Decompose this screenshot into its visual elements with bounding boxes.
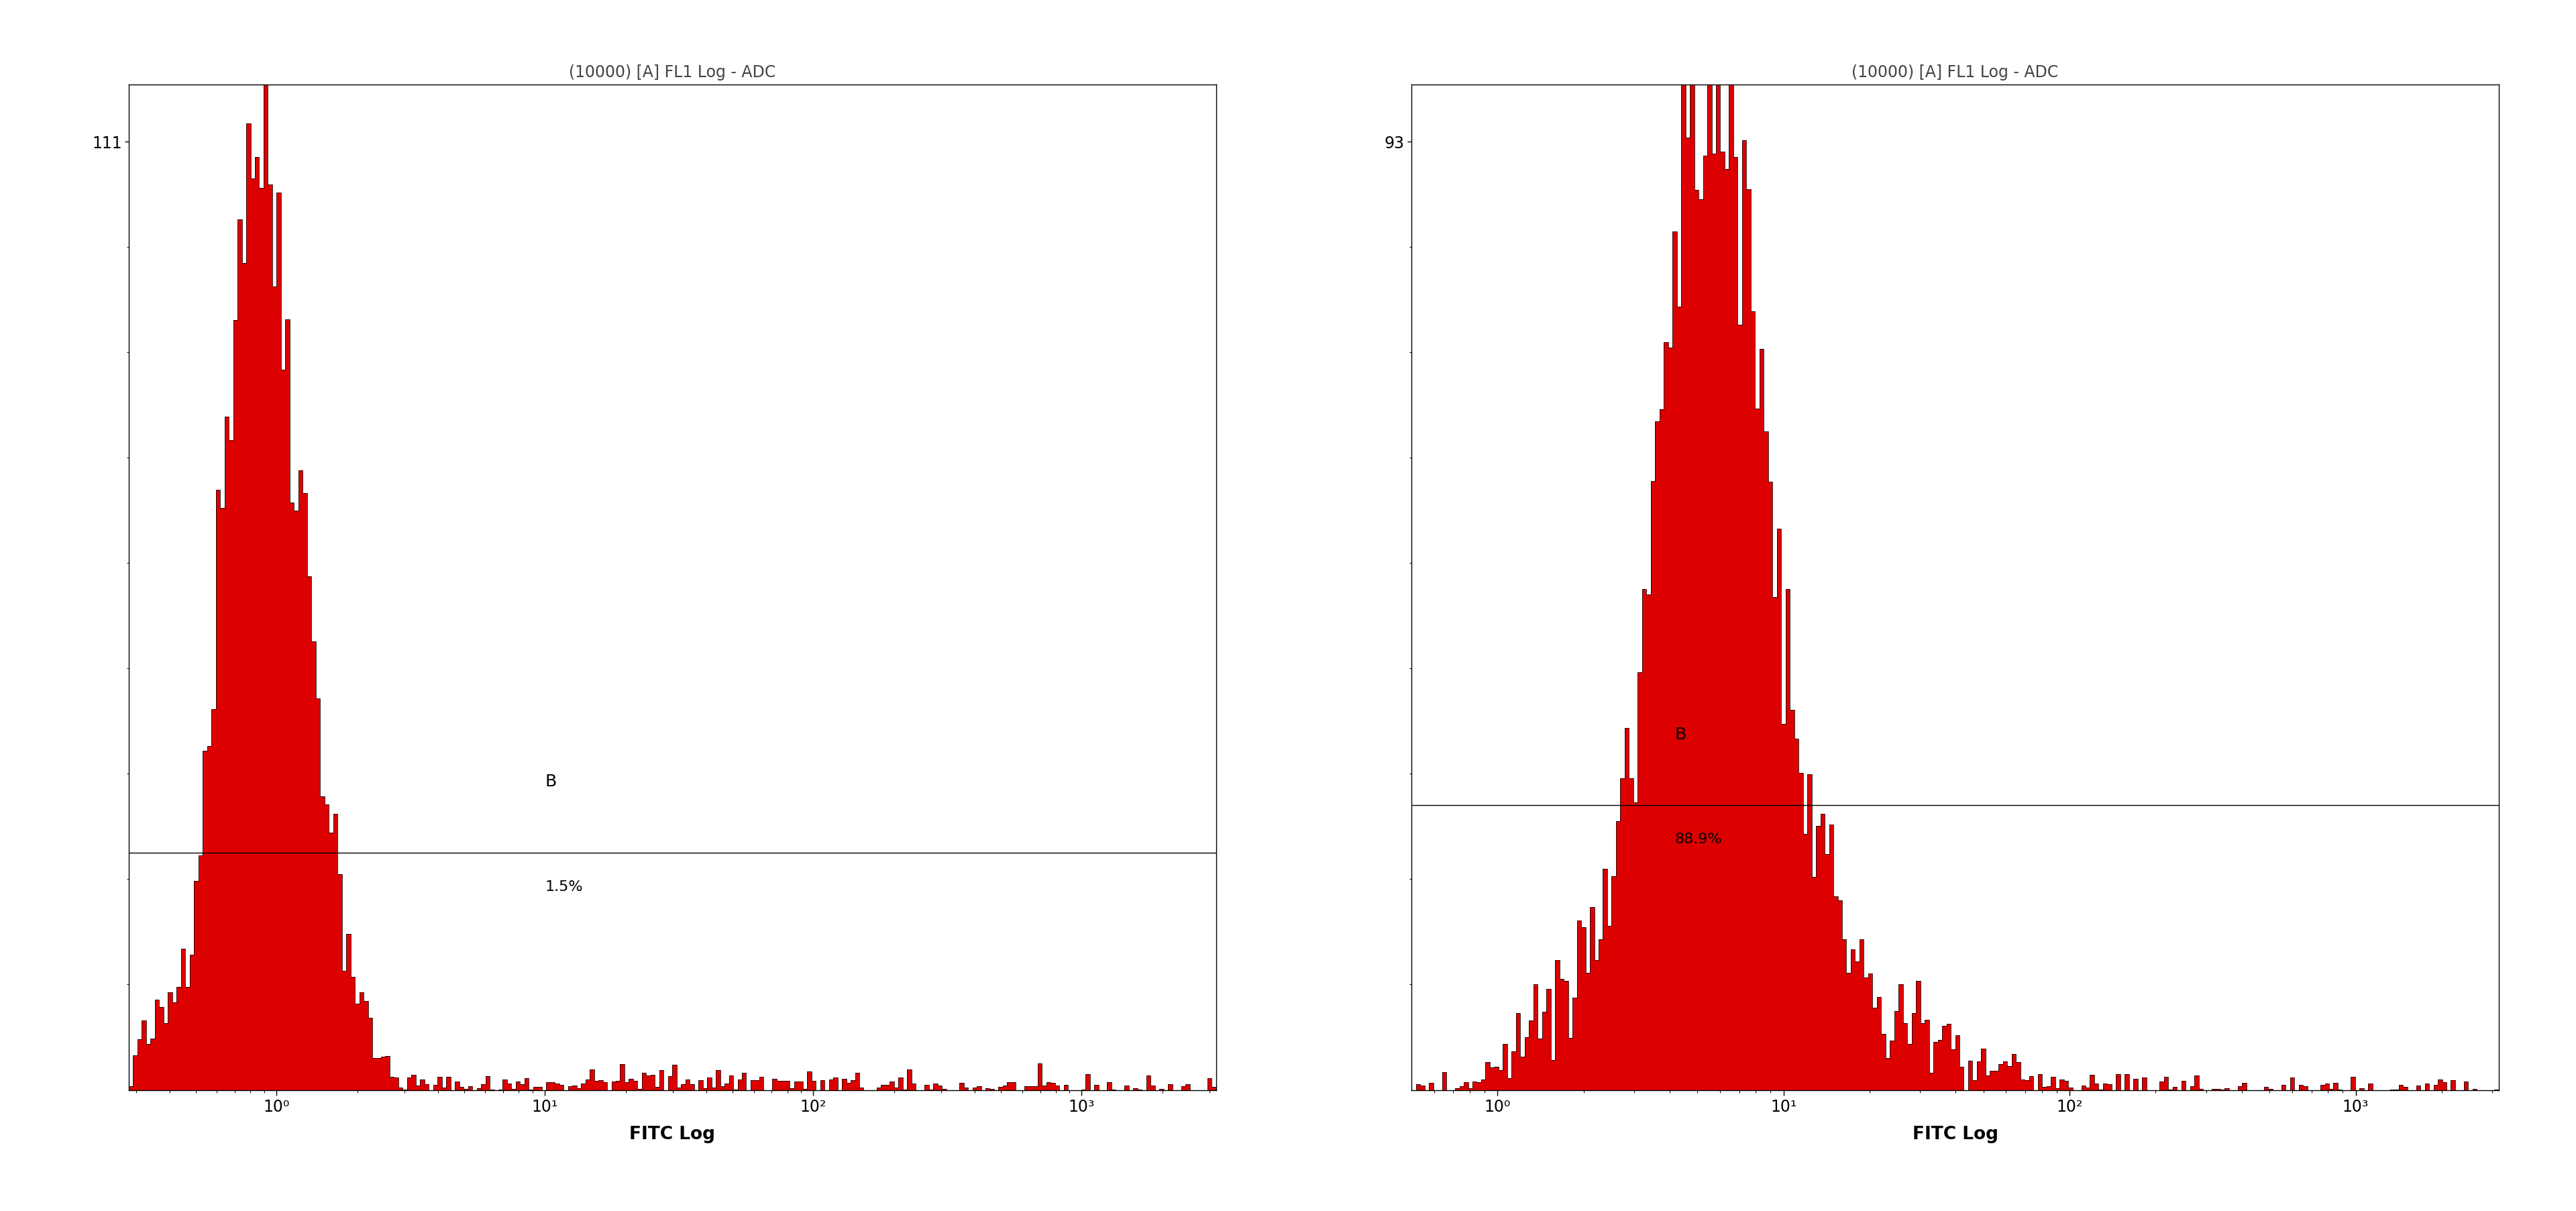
Text: B: B (546, 774, 556, 790)
Text: B: B (1674, 727, 1687, 742)
X-axis label: FITC Log: FITC Log (629, 1126, 716, 1143)
Text: 1.5%: 1.5% (546, 880, 582, 894)
Text: 88.9%: 88.9% (1674, 833, 1723, 846)
Title: (10000) [A] FL1 Log - ADC: (10000) [A] FL1 Log - ADC (1852, 64, 2058, 81)
Title: (10000) [A] FL1 Log - ADC: (10000) [A] FL1 Log - ADC (569, 64, 775, 81)
X-axis label: FITC Log: FITC Log (1911, 1126, 1999, 1143)
